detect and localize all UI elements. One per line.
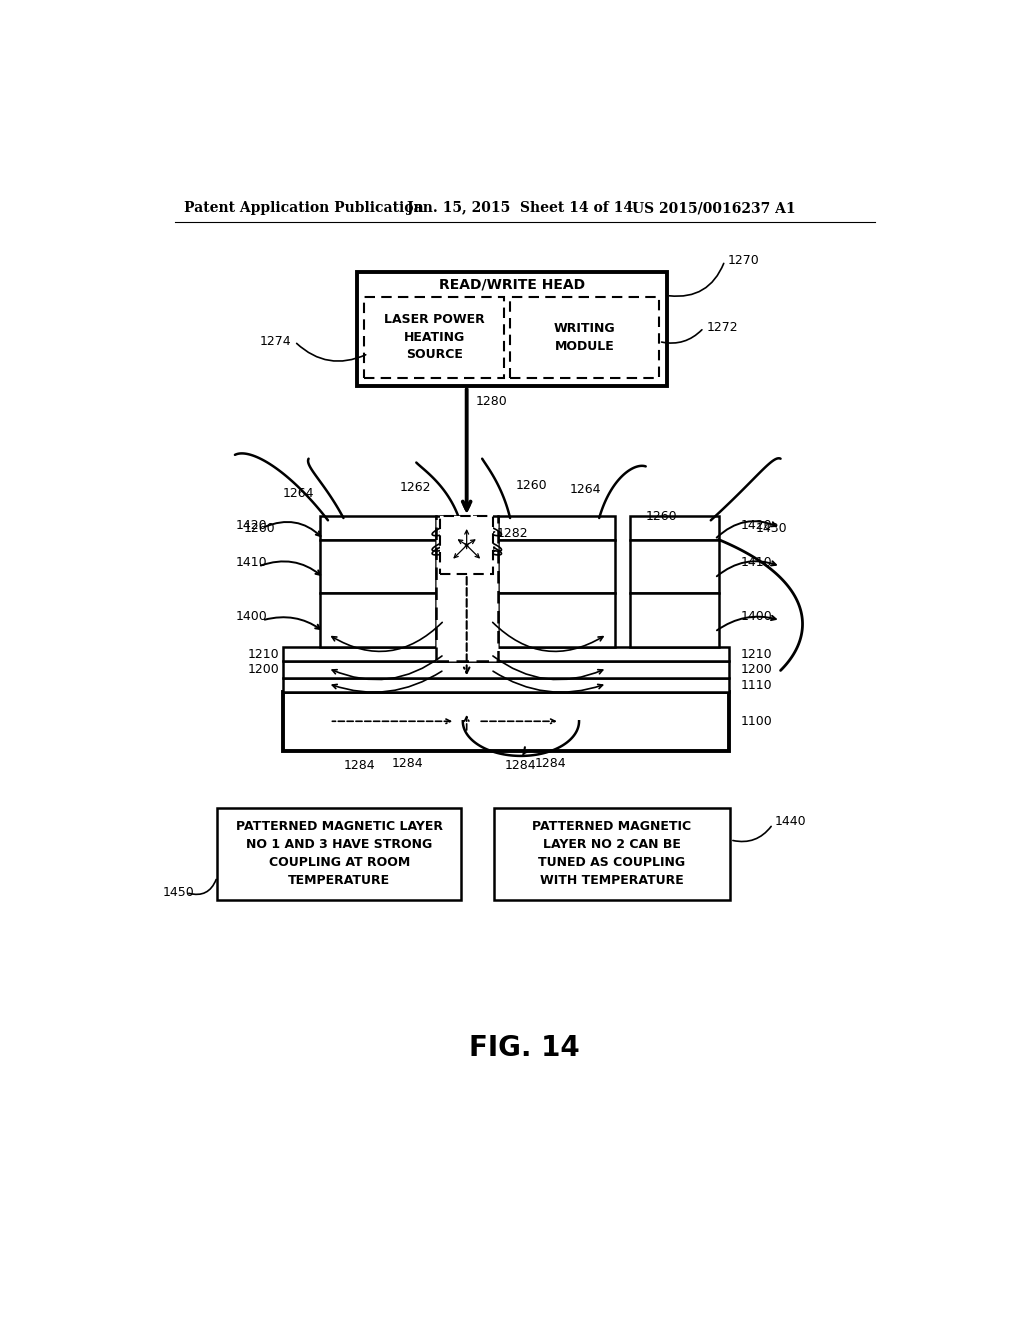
Bar bbox=[283, 647, 729, 661]
Text: Patent Application Publication: Patent Application Publication bbox=[183, 202, 424, 215]
Text: 1450: 1450 bbox=[163, 886, 195, 899]
Text: 1410: 1410 bbox=[740, 556, 772, 569]
Text: 1400: 1400 bbox=[740, 610, 772, 623]
Bar bbox=[321, 594, 436, 647]
Bar bbox=[321, 516, 436, 540]
Text: 1272: 1272 bbox=[707, 321, 738, 334]
Text: 1410: 1410 bbox=[236, 556, 267, 569]
Bar bbox=[217, 808, 461, 900]
Bar bbox=[494, 808, 730, 900]
Text: 1284: 1284 bbox=[344, 759, 376, 772]
Text: 1430: 1430 bbox=[756, 521, 787, 535]
Bar bbox=[283, 678, 729, 692]
Text: 1282: 1282 bbox=[497, 527, 528, 540]
Text: 1200: 1200 bbox=[248, 663, 280, 676]
Bar bbox=[499, 594, 614, 647]
Text: 1110: 1110 bbox=[740, 678, 772, 692]
Bar bbox=[436, 516, 499, 661]
Text: 1210: 1210 bbox=[248, 648, 280, 661]
Text: 1284: 1284 bbox=[535, 758, 566, 770]
Text: 1420: 1420 bbox=[740, 519, 772, 532]
Bar bbox=[499, 516, 614, 540]
Text: PATTERNED MAGNETIC LAYER
NO 1 AND 3 HAVE STRONG
COUPLING AT ROOM
TEMPERATURE: PATTERNED MAGNETIC LAYER NO 1 AND 3 HAVE… bbox=[236, 820, 442, 887]
Text: 1274: 1274 bbox=[260, 335, 292, 348]
Text: 1264: 1264 bbox=[283, 487, 314, 500]
Text: 1280: 1280 bbox=[476, 395, 508, 408]
Text: 1200: 1200 bbox=[740, 663, 772, 676]
Bar bbox=[630, 594, 719, 647]
Bar bbox=[321, 540, 436, 594]
Text: 1284: 1284 bbox=[505, 759, 537, 772]
Bar bbox=[283, 661, 729, 678]
Bar bbox=[510, 297, 658, 378]
Text: 1262: 1262 bbox=[399, 482, 431, 495]
Text: READ/WRITE HEAD: READ/WRITE HEAD bbox=[438, 277, 585, 292]
Text: 1270: 1270 bbox=[728, 255, 760, 268]
Bar bbox=[440, 516, 493, 574]
Bar bbox=[630, 516, 719, 540]
Bar bbox=[356, 272, 667, 387]
Text: 1260: 1260 bbox=[515, 479, 547, 492]
Text: 1440: 1440 bbox=[775, 814, 807, 828]
Bar bbox=[283, 692, 729, 751]
Text: 1420: 1420 bbox=[236, 519, 267, 532]
Text: 1284: 1284 bbox=[391, 758, 423, 770]
Bar bbox=[499, 540, 614, 594]
Text: LASER POWER
HEATING
SOURCE: LASER POWER HEATING SOURCE bbox=[384, 313, 484, 362]
Text: 1260: 1260 bbox=[646, 510, 677, 523]
Bar bbox=[630, 540, 719, 594]
Text: FIG. 14: FIG. 14 bbox=[469, 1034, 581, 1061]
Text: Jan. 15, 2015  Sheet 14 of 14: Jan. 15, 2015 Sheet 14 of 14 bbox=[407, 202, 633, 215]
Text: 1264: 1264 bbox=[569, 483, 601, 496]
Text: 1100: 1100 bbox=[740, 714, 772, 727]
Text: WRITING
MODULE: WRITING MODULE bbox=[554, 322, 615, 352]
Text: 1210: 1210 bbox=[740, 648, 772, 661]
Text: PATTERNED MAGNETIC
LAYER NO 2 CAN BE
TUNED AS COUPLING
WITH TEMPERATURE: PATTERNED MAGNETIC LAYER NO 2 CAN BE TUN… bbox=[532, 820, 691, 887]
Text: 1260: 1260 bbox=[244, 521, 275, 535]
Text: US 2015/0016237 A1: US 2015/0016237 A1 bbox=[632, 202, 796, 215]
Text: 1400: 1400 bbox=[236, 610, 267, 623]
Bar bbox=[365, 297, 504, 378]
